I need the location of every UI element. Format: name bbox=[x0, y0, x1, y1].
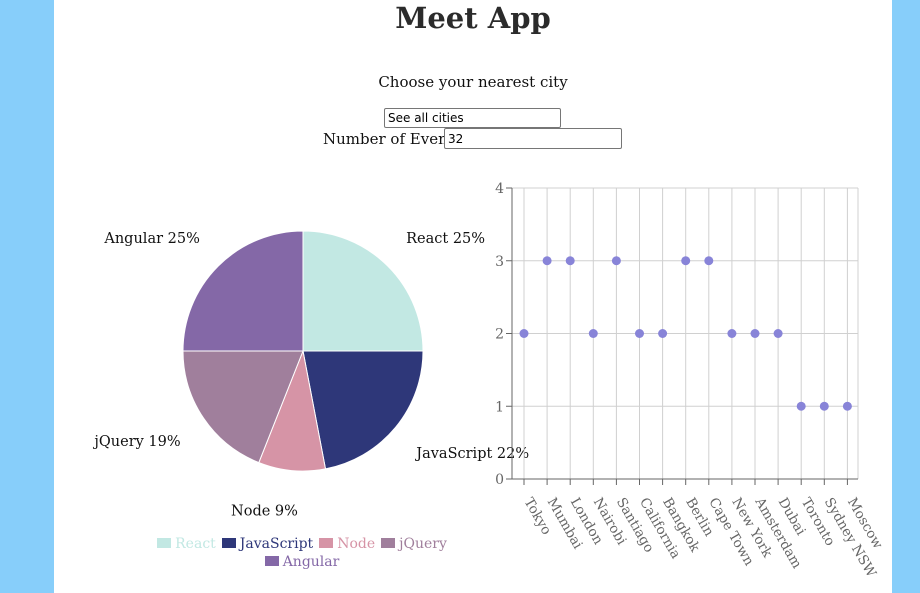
y-tick-label: 0 bbox=[495, 472, 504, 488]
pie-label-jquery: jQuery 19% bbox=[92, 434, 180, 450]
pie-slice-angular[interactable] bbox=[182, 230, 304, 352]
legend-item-javascript[interactable]: JavaScript bbox=[221, 535, 314, 553]
scatter-point-amsterdam[interactable] bbox=[750, 329, 760, 338]
pie-label-node: Node 9% bbox=[231, 503, 298, 519]
scatter-point-new-york[interactable] bbox=[727, 329, 737, 338]
city-search-input[interactable] bbox=[384, 108, 561, 128]
y-tick-label: 1 bbox=[495, 399, 504, 415]
y-tick-label: 2 bbox=[495, 327, 504, 343]
number-of-events-label: Number of Events: bbox=[323, 130, 467, 148]
legend-item-jquery[interactable]: jQuery bbox=[381, 535, 447, 553]
legend-item-node[interactable]: Node bbox=[319, 535, 375, 553]
legend-label: Angular bbox=[282, 554, 340, 570]
pie-label-angular: Angular 25% bbox=[103, 231, 199, 247]
scatter-point-tokyo[interactable] bbox=[519, 329, 529, 338]
legend-label: jQuery bbox=[399, 536, 447, 552]
legend-label: React bbox=[175, 536, 216, 552]
pie-legend: React JavaScript Node jQuery Angular bbox=[152, 535, 452, 571]
pie-label-javascript: JavaScript 22% bbox=[414, 446, 529, 462]
scatter-point-nairobi[interactable] bbox=[588, 329, 598, 338]
city-search-label: Choose your nearest city bbox=[378, 73, 568, 91]
legend-swatch bbox=[221, 538, 236, 548]
scatter-point-london[interactable] bbox=[565, 256, 575, 266]
y-tick-label: 4 bbox=[495, 181, 504, 197]
app-container: Meet App Choose your nearest city Number… bbox=[54, 0, 892, 593]
legend-swatch bbox=[381, 538, 396, 548]
legend-label: JavaScript bbox=[239, 536, 314, 552]
legend-item-react[interactable]: React bbox=[157, 535, 216, 553]
scatter-point-sydney-nsw[interactable] bbox=[819, 401, 829, 411]
genre-pie-chart: React 25% JavaScript 22% Node 9% jQuery 19%… bbox=[92, 230, 529, 519]
scatter-point-berlin[interactable] bbox=[681, 256, 691, 266]
page-title: Meet App bbox=[395, 1, 551, 35]
pie-label-react: React 25% bbox=[406, 231, 485, 247]
legend-swatch bbox=[264, 556, 279, 566]
scatter-point-mumbai[interactable] bbox=[542, 256, 552, 266]
scatter-point-bangkok[interactable] bbox=[658, 329, 668, 338]
pie-slice-react[interactable] bbox=[302, 230, 424, 352]
pie-slice-javascript[interactable] bbox=[302, 350, 424, 470]
number-of-events-input[interactable] bbox=[444, 128, 622, 149]
scatter-point-dubai[interactable] bbox=[773, 329, 783, 338]
scatter-point-california[interactable] bbox=[635, 329, 644, 338]
y-tick-label: 3 bbox=[495, 254, 504, 270]
scatter-point-cape-town[interactable] bbox=[704, 256, 714, 266]
scatter-point-toronto[interactable] bbox=[796, 401, 806, 411]
pie-slice-jquery[interactable] bbox=[182, 350, 304, 464]
legend-item-angular[interactable]: Angular bbox=[264, 553, 340, 571]
events-by-city-scatter-chart: 01234TokyoMumbaiLondonNairobiSantiagoCal… bbox=[495, 181, 886, 580]
legend-label: Node bbox=[337, 536, 376, 552]
legend-swatch bbox=[319, 538, 334, 548]
legend-swatch bbox=[157, 538, 172, 548]
scatter-point-santiago[interactable] bbox=[611, 256, 621, 266]
scatter-point-moscow[interactable] bbox=[842, 401, 852, 411]
